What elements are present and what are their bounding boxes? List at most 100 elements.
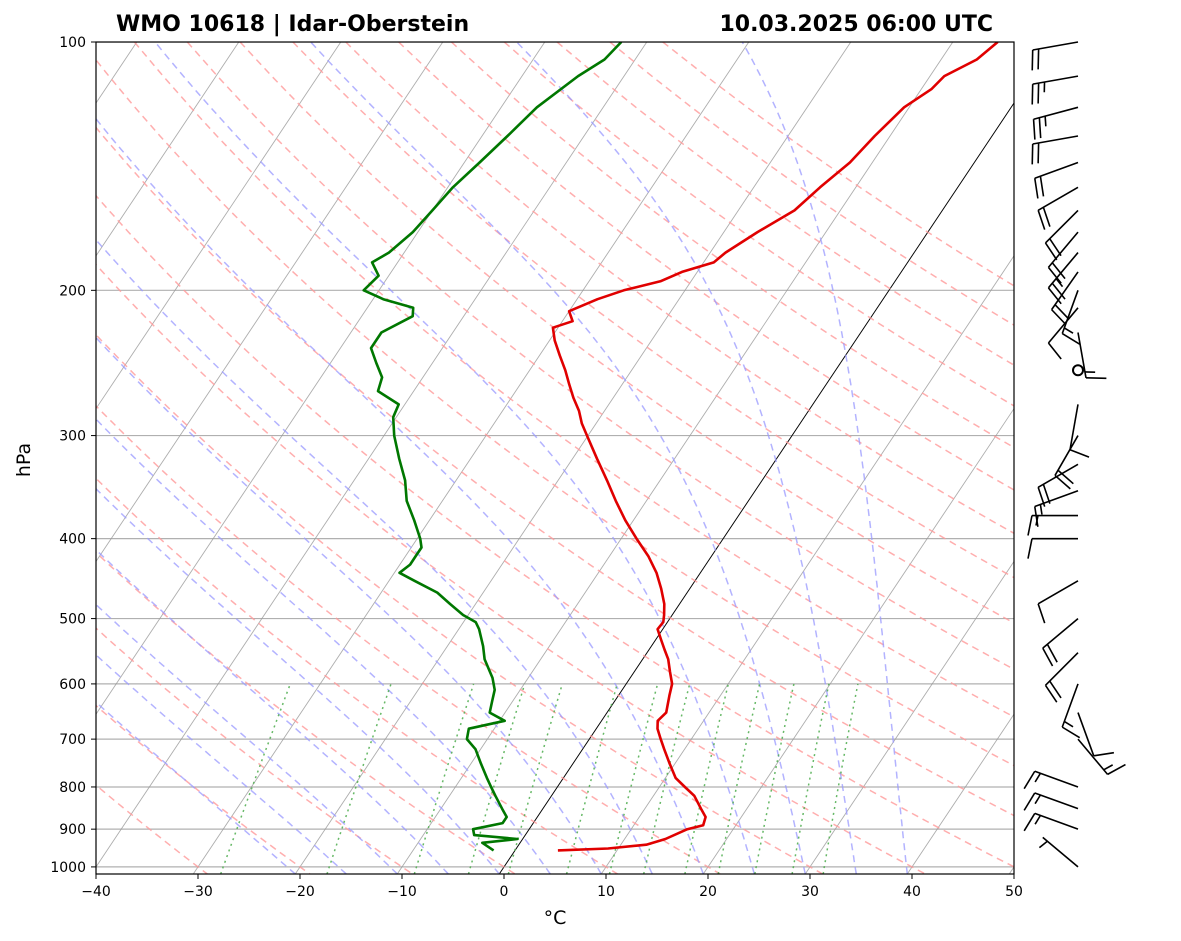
wind-barb (1031, 75, 1079, 105)
mixing-ratio-line (642, 683, 691, 874)
mixing-ratio-line (565, 683, 618, 874)
moist-adiabat-line (96, 603, 398, 874)
wind-barb (1077, 332, 1107, 380)
wind-barb-full (1032, 119, 1036, 140)
wind-barb-full (1033, 506, 1039, 527)
dry-adiabat-line (292, 42, 1014, 579)
wind-barb (1054, 435, 1079, 490)
moist-adiabat-line (96, 548, 449, 874)
wind-barb-staff (1050, 271, 1079, 311)
wind-barb (1044, 652, 1079, 703)
wind-barb-staff (1047, 307, 1079, 344)
wind-barb-half (1034, 794, 1042, 805)
wind-barbs (1023, 41, 1126, 868)
wind-barb-half (1039, 504, 1043, 515)
x-tick-label: −10 (387, 884, 417, 900)
isotherm-line (96, 42, 546, 715)
wind-barb-staff (1054, 435, 1079, 476)
wind-barb-full (1038, 117, 1042, 139)
wind-barb (1032, 106, 1079, 140)
wind-barb-full (1027, 538, 1033, 559)
isotherm-line (906, 713, 1014, 874)
isotherm-line (1008, 866, 1014, 874)
wind-barb-full (1061, 332, 1081, 345)
axis-ticks: −40 −30 −20 −10 0 10 20 30 40 50 100 200 300 400 500 60… (50, 35, 1023, 900)
moist-adiabat-line (154, 42, 756, 874)
wind-barb-full (1037, 603, 1046, 624)
wind-barb-staff (1034, 490, 1079, 508)
wind-barb-staff (1033, 106, 1079, 120)
sounding-profiles (362, 42, 999, 852)
wind-barb (1027, 514, 1078, 536)
wind-barb (1027, 537, 1078, 559)
wind-barb (1072, 364, 1084, 377)
wind-barb-staff (1034, 792, 1079, 810)
dry-adiabat-line (96, 126, 1014, 817)
wind-barb (1077, 712, 1115, 757)
wind-barb-half (1034, 815, 1042, 825)
wind-barb-full (1051, 309, 1067, 325)
isotherm-line (192, 42, 750, 874)
moist-adiabat-line (96, 653, 347, 874)
wind-barb-staff (1042, 617, 1079, 649)
dry-adiabat-line (398, 42, 1014, 491)
y-tick-label: 200 (59, 283, 86, 299)
y-tick-label: 800 (59, 780, 86, 796)
wind-barb (1044, 209, 1079, 261)
wind-barb-staff (1044, 652, 1079, 686)
wind-barb-full (1047, 266, 1062, 284)
wind-barb-full (1044, 684, 1058, 703)
moist-adiabat-line (310, 42, 807, 874)
y-tick-label: 1000 (50, 860, 86, 876)
wind-barb-full (1093, 751, 1115, 757)
wind-barb-full (1051, 262, 1066, 280)
x-tick-label: −20 (285, 884, 315, 900)
dry-adiabat-line (186, 42, 1014, 671)
background-grid (96, 42, 1014, 874)
wind-barb-staff (1034, 161, 1079, 180)
mixing-ratio-line (413, 683, 475, 874)
wind-barb-staff (1044, 209, 1079, 244)
y-axis-label: hPa (13, 443, 35, 477)
wind-barb-staff (1077, 738, 1109, 775)
y-tick-label: 900 (59, 822, 86, 838)
wind-barb-full (1042, 207, 1051, 227)
wind-barb-full (1044, 242, 1058, 261)
mixing-ratio-line (754, 683, 795, 874)
wind-barb-full (1027, 515, 1033, 536)
wind-barb-full (1057, 469, 1074, 485)
x-axis-label: °C (544, 907, 567, 929)
wind-barb-staff (1061, 290, 1079, 334)
dry-adiabat-line (96, 194, 1014, 868)
wind-barb-staff (1061, 683, 1079, 728)
dry-adiabat-line (239, 42, 1014, 624)
plot-frame (95, 41, 1015, 875)
x-tick-label: 20 (699, 884, 717, 900)
x-tick-label: 0 (500, 884, 509, 900)
wind-barb-half (1063, 720, 1074, 728)
isotherm-line (96, 42, 342, 410)
wind-barb-staff (1077, 332, 1087, 378)
x-tick-label: 30 (801, 884, 819, 900)
wind-barb-staff (1037, 463, 1079, 488)
y-tick-label: 700 (59, 732, 86, 748)
isotherm-line (96, 42, 648, 868)
wind-barb-staff (1032, 75, 1079, 85)
wind-barb-half (1055, 278, 1064, 288)
moist-adiabat-line (96, 336, 602, 874)
y-tick-label: 500 (59, 612, 86, 628)
isotherm-line (96, 42, 444, 563)
wind-barb-full (1039, 176, 1045, 197)
dewpoint-profile (362, 42, 623, 852)
mixing-ratio-line (467, 683, 526, 874)
dry-adiabat-line (96, 551, 516, 874)
isotherm-line (96, 42, 240, 257)
zero-isotherm-line (498, 102, 1014, 874)
moist-adiabat-line (96, 418, 551, 874)
wind-barb-full (1054, 304, 1070, 321)
wind-barb-half (1038, 840, 1048, 849)
wind-barb (1031, 135, 1079, 165)
wind-barb-full (1023, 813, 1036, 832)
x-tick-label: 40 (903, 884, 921, 900)
